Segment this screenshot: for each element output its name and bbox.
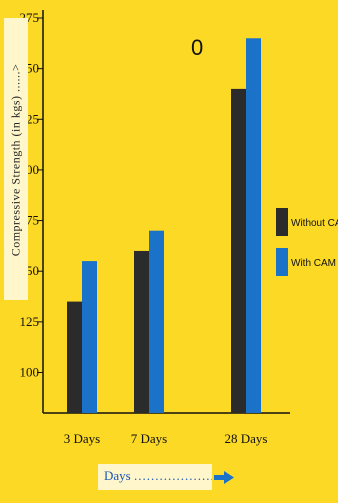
bar-without-cam99-2 <box>231 88 246 414</box>
y-tick-label: 100 <box>20 364 40 379</box>
chart-annotation: 0 <box>191 35 203 60</box>
bar-without-cam99-1 <box>134 250 149 413</box>
bar-with-cam99-1 <box>149 230 164 413</box>
x-category-label: 7 Days <box>131 431 167 446</box>
category-labels: 3 Days 7 Days 28 Days <box>64 431 268 446</box>
legend-swatch <box>276 208 288 236</box>
bar-series <box>67 38 261 414</box>
legend: Without CAM 99 With CAM 99 <box>276 208 338 276</box>
x-axis-label-dots: ................... <box>133 468 212 483</box>
x-category-label: 3 Days <box>64 431 100 446</box>
y-axis-label: Compressive Strength (in kgs) ......> <box>8 63 23 257</box>
legend-swatch <box>276 248 288 276</box>
y-tick-label: 125 <box>20 314 40 329</box>
bar-with-cam99-0 <box>82 261 97 413</box>
x-axis-label: Days <box>104 468 131 483</box>
y-axis-label-box <box>4 18 28 300</box>
x-axis-label-box: Days ................... <box>98 464 212 490</box>
arrow-right-icon <box>214 471 234 484</box>
x-category-label: 28 Days <box>225 431 268 446</box>
bar-without-cam99-0 <box>67 301 82 413</box>
bar-with-cam99-2 <box>246 38 261 413</box>
legend-label: With CAM 99 <box>291 258 338 269</box>
legend-label: Without CAM 99 <box>291 218 338 229</box>
